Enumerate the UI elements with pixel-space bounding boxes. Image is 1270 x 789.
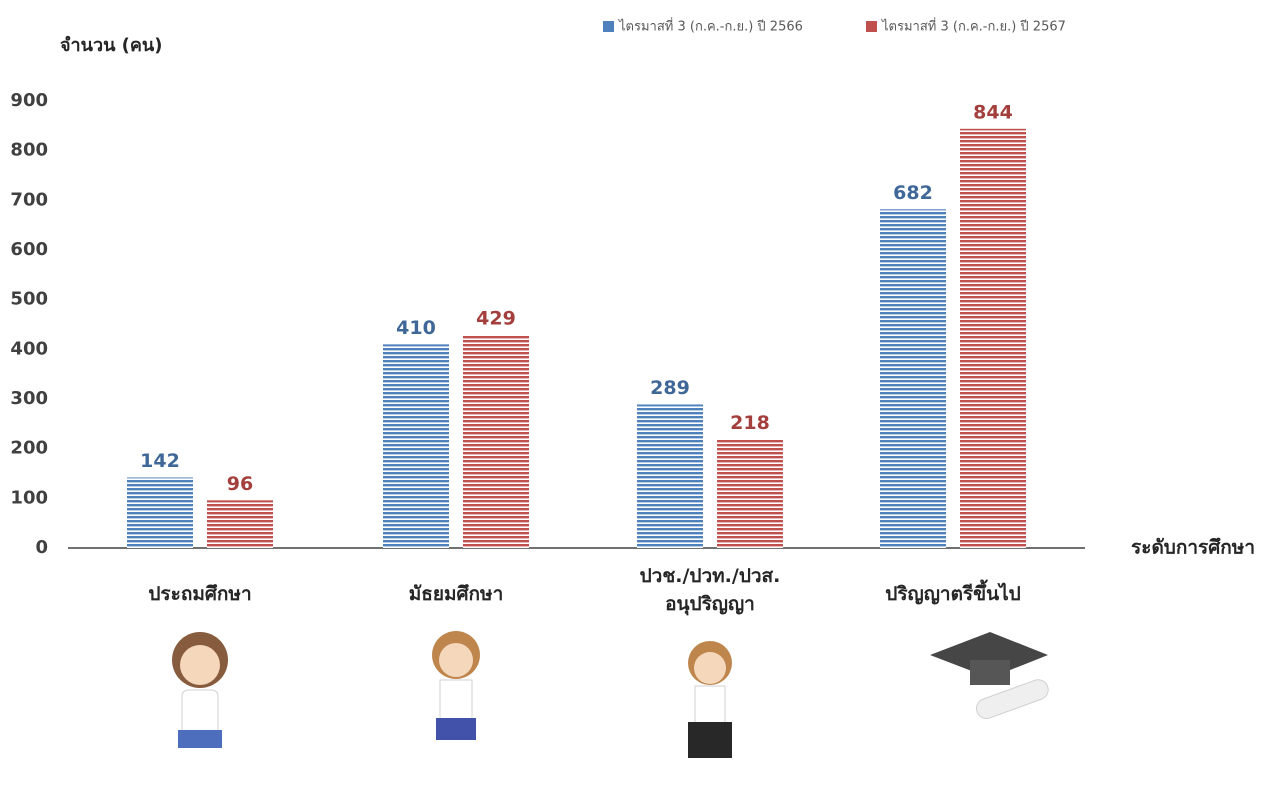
bar (383, 344, 449, 548)
y-tick-label: 200 (10, 438, 48, 459)
bar (207, 500, 273, 548)
legend-label: ไตรมาสที่ 3 (ก.ค.-ก.ย.) ปี 2566 (618, 18, 803, 35)
bar (717, 439, 783, 548)
bar (880, 209, 946, 549)
legend-label: ไตรมาสที่ 3 (ก.ค.-ก.ย.) ปี 2567 (881, 18, 1066, 35)
value-label: 142 (140, 450, 180, 472)
illustrations (172, 631, 1049, 758)
y-tick-label: 700 (10, 189, 48, 210)
value-label: 289 (650, 377, 690, 399)
y-tick-label: 400 (10, 338, 48, 359)
x-tick-label: ประถมศึกษา (148, 583, 252, 605)
x-tick-label: ปริญญาตรีขึ้นไป (885, 583, 1021, 605)
bar (463, 334, 529, 548)
y-tick-label: 800 (10, 140, 48, 161)
value-label: 682 (893, 182, 933, 204)
x-tick-label: ปวช./ปวท./ปวส. อนุปริญญา (639, 565, 781, 615)
value-label: 844 (973, 101, 1013, 123)
value-label: 429 (476, 307, 516, 329)
value-label: 410 (396, 317, 436, 339)
x-axis-label: ระดับการศึกษา (1131, 537, 1255, 559)
x-tick-label: มัธยมศึกษา (408, 583, 504, 605)
y-tick-label: 500 (10, 289, 48, 310)
y-tick-label: 600 (10, 239, 48, 260)
y-axis-label: จำนวน (คน) (60, 35, 162, 56)
y-tick-label: 900 (10, 90, 48, 111)
legend-swatch (866, 21, 877, 32)
legend-swatch (603, 21, 614, 32)
y-tick-label: 100 (10, 487, 48, 508)
value-label: 96 (227, 473, 253, 495)
bar (960, 128, 1026, 548)
y-tick-label: 300 (10, 388, 48, 409)
bar (127, 477, 193, 548)
y-tick-label: 0 (35, 537, 48, 558)
value-label: 218 (730, 412, 770, 434)
bar (637, 404, 703, 548)
